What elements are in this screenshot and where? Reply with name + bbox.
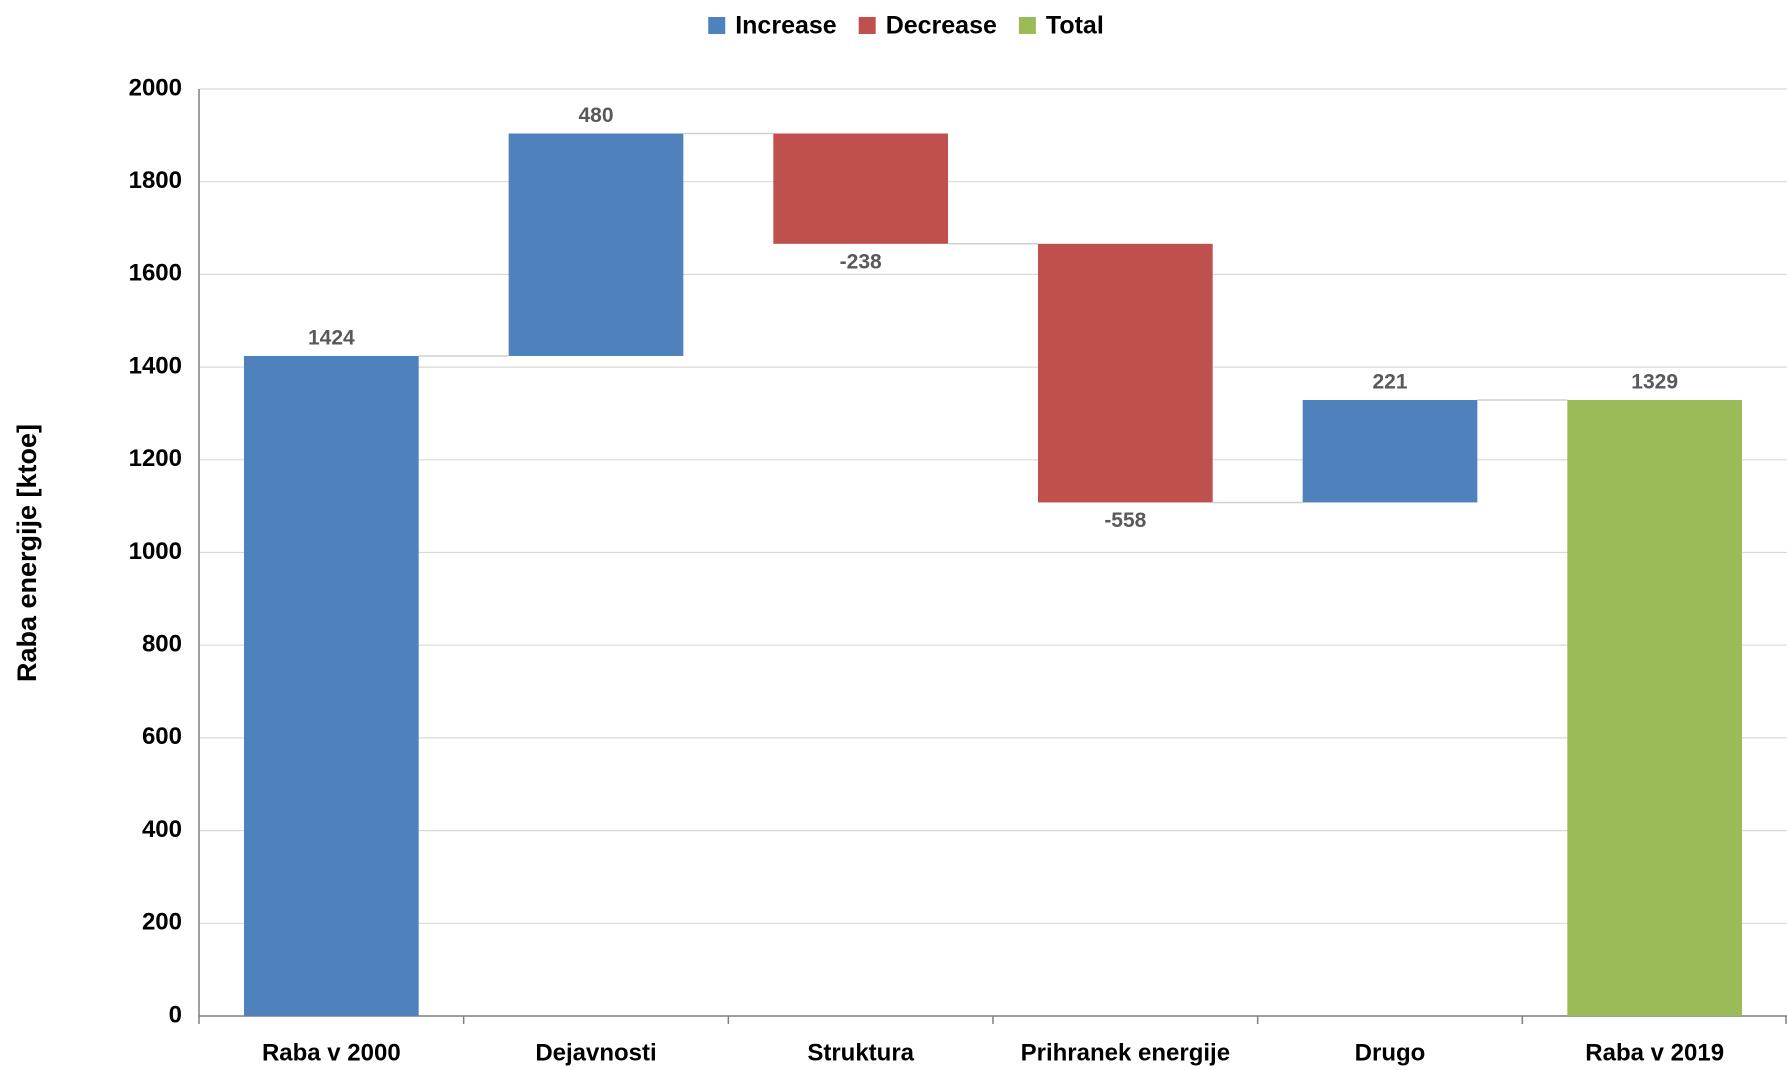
bar — [1567, 400, 1743, 1016]
y-tick-label: 800 — [142, 631, 182, 658]
y-tick-label: 200 — [142, 909, 182, 936]
legend-label: Total — [1046, 12, 1104, 40]
bar — [1302, 400, 1478, 503]
y-tick-label: 1200 — [129, 445, 182, 472]
y-axis-label: Raba energije [ktoe] — [12, 424, 42, 682]
x-tick-label: Drugo — [1355, 1039, 1426, 1066]
y-tick-label: 0 — [169, 1001, 182, 1028]
value-label: -238 — [840, 250, 882, 273]
value-label: 221 — [1372, 371, 1407, 394]
y-tick-label: 600 — [142, 723, 182, 750]
legend-swatch — [708, 17, 726, 34]
value-label: -558 — [1104, 509, 1146, 532]
x-tick-label: Raba v 2019 — [1585, 1039, 1724, 1066]
y-tick-label: 1600 — [129, 260, 182, 287]
y-tick-label: 2000 — [129, 74, 182, 101]
bar — [1037, 243, 1213, 503]
legend-swatch — [1018, 17, 1036, 34]
bar — [243, 355, 419, 1016]
value-label: 480 — [578, 104, 613, 127]
legend-swatch — [858, 17, 876, 34]
value-label: 1329 — [1631, 371, 1678, 394]
y-tick-label: 1800 — [129, 167, 182, 194]
bar — [773, 133, 949, 244]
x-tick-label: Raba v 2000 — [262, 1039, 401, 1066]
bar — [508, 133, 684, 356]
legend-label: Decrease — [886, 12, 997, 40]
y-tick-label: 1400 — [129, 352, 182, 379]
x-tick-label: Struktura — [807, 1039, 914, 1066]
value-label: 1424 — [308, 327, 355, 350]
legend-label: Increase — [735, 12, 837, 40]
y-tick-label: 400 — [142, 816, 182, 843]
x-tick-label: Prihranek energije — [1021, 1039, 1230, 1066]
x-tick-label: Dejavnosti — [535, 1039, 656, 1066]
y-tick-label: 1000 — [129, 538, 182, 565]
